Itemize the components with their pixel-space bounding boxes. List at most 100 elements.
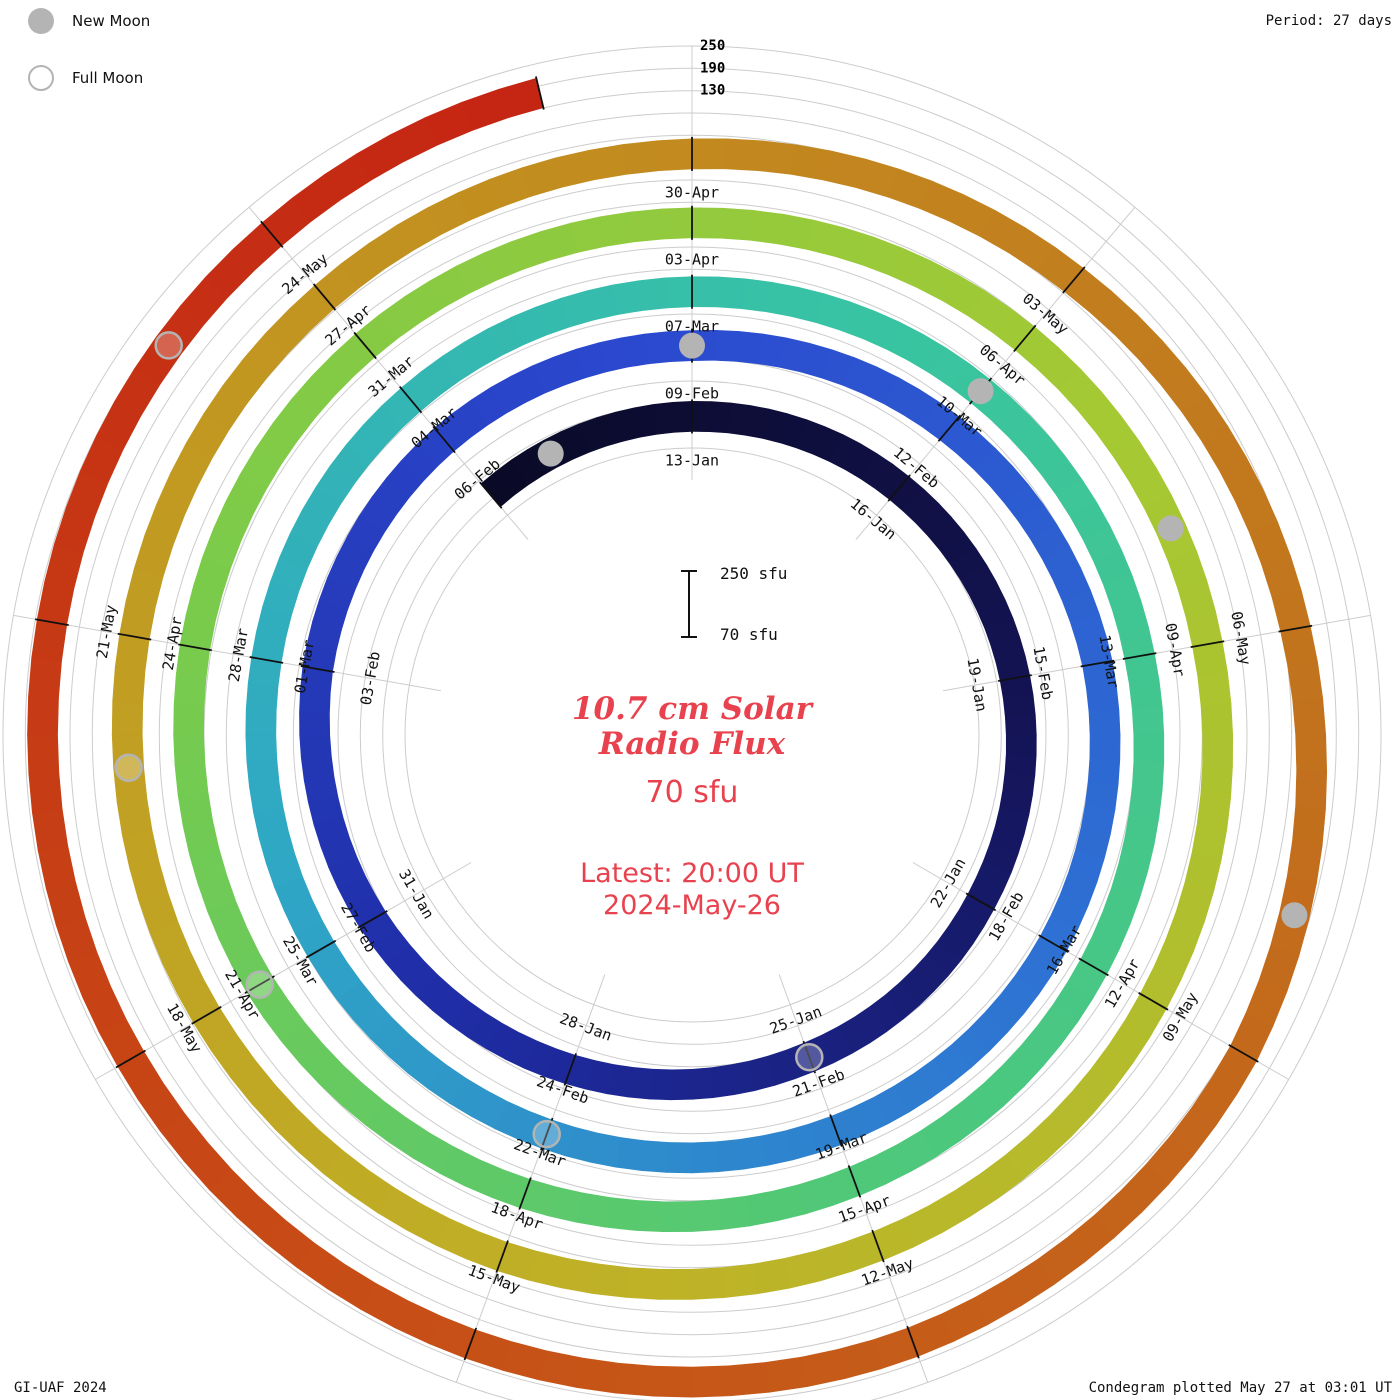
radial-axis-label: 130 — [700, 83, 725, 99]
flux-band-segment — [27, 696, 59, 736]
day-tick — [871, 1229, 885, 1263]
day-tick — [518, 1177, 532, 1210]
date-label: 25-Jan — [767, 1002, 824, 1037]
flux-band-segment — [662, 1201, 693, 1233]
date-label: 13-Jan — [665, 452, 719, 470]
flux-band-segment — [1132, 760, 1165, 791]
flux-band-segment — [1287, 661, 1324, 701]
new-moon-marker — [679, 332, 705, 359]
day-tick — [35, 618, 69, 626]
day-tick — [117, 632, 152, 641]
flux-band-segment — [1295, 734, 1328, 773]
flux-band-segment — [716, 276, 746, 309]
date-label: 07-Mar — [665, 318, 719, 336]
current-flux-value: 70 sfu — [645, 775, 739, 811]
day-tick — [1122, 652, 1157, 660]
legend-row-full-moon: Full Moon — [28, 65, 150, 91]
full-moon-marker — [532, 1119, 561, 1149]
day-tick — [353, 331, 377, 360]
flux-band-segment — [691, 1199, 722, 1232]
flux-band-segment — [738, 1135, 769, 1170]
day-tick — [115, 1049, 146, 1069]
flux-band-segment — [1271, 590, 1311, 632]
segment-ticks — [35, 76, 1313, 1361]
flux-band-segment — [122, 829, 160, 869]
flux-band-segment — [653, 402, 675, 435]
day-tick — [432, 426, 456, 454]
flux-band-segment — [653, 1365, 693, 1398]
flux-band-segment — [299, 734, 332, 759]
flux-band-segment — [672, 401, 693, 433]
full-moon-marker — [795, 1042, 824, 1072]
flux-band-segment — [837, 1339, 883, 1380]
day-tick — [1278, 624, 1313, 633]
full-moon-marker — [154, 331, 183, 360]
flux-band-segment — [173, 674, 207, 707]
flux-band-segment — [112, 667, 146, 704]
flux-band-segment — [1292, 805, 1326, 847]
date-label: 15-Feb — [1029, 645, 1056, 701]
day-tick — [1013, 324, 1037, 352]
flux-band-segment — [1005, 734, 1037, 756]
flux-band-segment — [588, 144, 627, 181]
flux-band-segment — [28, 771, 63, 813]
flux-band-segment — [174, 763, 209, 796]
flux-band-segment — [691, 1067, 714, 1100]
flux-band-segment — [245, 682, 279, 712]
date-label: 06-May — [1227, 610, 1254, 666]
day-tick — [312, 283, 337, 311]
flux-band-segment — [1131, 707, 1165, 736]
flux-band-segment — [625, 1267, 662, 1300]
flux-band-segment — [245, 708, 277, 736]
flux-band-segment — [600, 211, 635, 247]
day-tick — [399, 386, 423, 414]
flux-band-segment — [753, 1258, 790, 1295]
moon-markers — [114, 331, 1308, 1149]
flux-band-segment — [177, 791, 213, 826]
flux-band-segment — [749, 210, 785, 245]
flux-band-segment — [116, 798, 153, 836]
flux-band-segment — [757, 140, 797, 175]
flux-band-segment — [691, 401, 712, 432]
flux-band-segment — [638, 277, 668, 311]
flux-band-segment — [630, 208, 664, 243]
day-tick — [305, 939, 337, 959]
flux-band-segment — [1089, 734, 1121, 761]
date-label: 19-Jan — [963, 656, 990, 712]
flux-band-segment — [724, 138, 762, 171]
date-label: 09-Feb — [665, 385, 719, 403]
flux-band-segment — [728, 1362, 770, 1397]
day-tick — [244, 975, 275, 994]
flux-band-segment — [666, 1142, 693, 1174]
date-label: 28-Mar — [225, 627, 252, 683]
flux-band-segment — [31, 808, 68, 851]
flux-band-segment — [1002, 694, 1036, 718]
flux-band-segment — [612, 280, 643, 315]
day-tick — [802, 1040, 816, 1074]
day-tick — [540, 1117, 554, 1151]
flux-band-segment — [691, 1141, 718, 1174]
flux-band-segment — [670, 1068, 693, 1101]
grid-spoke — [95, 862, 472, 1080]
flux-scale-bar: 250 sfu 70 sfu — [678, 564, 808, 644]
flux-band-segment — [249, 782, 284, 813]
flux-band-segment — [718, 1195, 750, 1230]
flux-band-segment — [299, 711, 331, 736]
flux-band-segment — [37, 844, 76, 889]
flux-band-segment — [691, 1365, 731, 1398]
flux-band-segment — [691, 207, 724, 239]
day-tick — [1190, 640, 1225, 648]
scale-bar-line — [681, 570, 697, 638]
flux-band-segment — [1086, 685, 1120, 713]
flux-band-segment — [1133, 734, 1165, 763]
day-tick — [847, 1165, 862, 1198]
latest-date-label: 2024-May-26 — [603, 890, 781, 922]
day-tick — [906, 1325, 920, 1359]
flux-band-segment — [691, 276, 720, 308]
day-tick — [1038, 934, 1069, 953]
flux-band-segment — [300, 755, 335, 781]
flux-band-segment — [665, 276, 693, 309]
flux-band-segment — [1128, 680, 1163, 710]
flux-band-segment — [1196, 794, 1231, 830]
flux-band-segment — [604, 1197, 638, 1231]
